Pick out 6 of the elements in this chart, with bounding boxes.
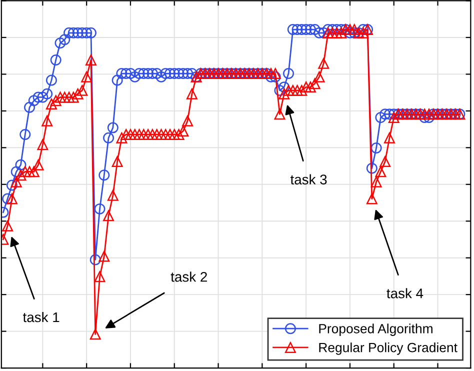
legend-label: Regular Policy Gradient [319,342,458,355]
annotation: task 2 [170,272,207,282]
annotation: task 1 [22,312,60,322]
annotation: task 3 [290,174,327,184]
legend-label: Proposed Algorithm [319,324,432,336]
annotation: task 4 [386,288,424,298]
